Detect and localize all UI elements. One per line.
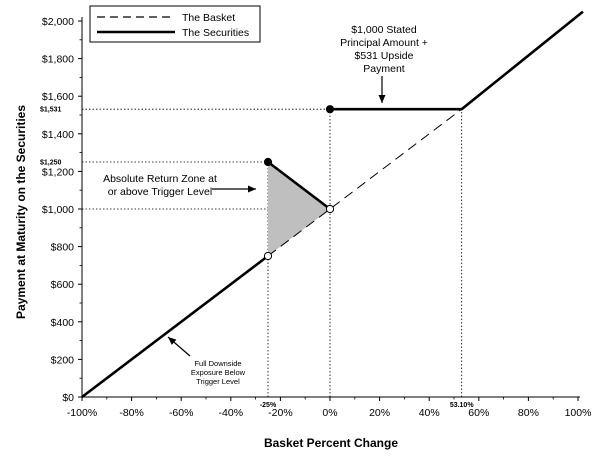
filled-marker [325,105,335,114]
special-x-label: 53.10% [450,402,475,409]
x-tick-label: -60% [169,407,194,419]
y-axis-title: Payment at Maturity on the Securities [14,105,28,319]
zone-arrow-head [248,185,256,193]
x-tick-label: 100% [565,407,592,419]
x-tick-label: -100% [67,407,97,419]
x-tick-label: -20% [268,407,293,419]
annotations: $1,000 Stated Principal Amount + $531 Upsi… [103,24,428,386]
open-marker [263,251,273,261]
downside-arrow-head [168,337,177,345]
y-tick-label: $400 [51,317,75,329]
special-x-label: -25% [260,402,277,409]
downside-annotation-line: Full Downside [194,359,241,368]
upside-annotation-line: Principal Amount + [340,37,428,49]
securities-line [330,10,584,111]
upside-annotation-line: $531 Upside [355,50,414,62]
zone-annotation-line: Absolute Return Zone at [103,173,217,185]
legend-box [89,5,261,43]
x-tick-label: 80% [518,407,539,419]
upside-annotation-line: $1,000 Stated [351,24,417,36]
x-tick-label: -80% [119,407,144,419]
zone-annotation-line: or above Trigger Level [108,186,212,198]
downside-annotation: Full Downside Exposure Below Trigger Level [191,359,246,386]
special-y-label: $1,531 [40,107,62,114]
securities-line [267,160,331,211]
filled-marker [263,157,273,167]
y-tick-label: $1,400 [42,129,74,141]
upside-annotation-line: Payment [363,63,405,75]
special-y-label: $1,250 [40,160,62,167]
x-tick-label: 0% [322,407,337,419]
upside-arrow-head [378,95,386,103]
downside-annotation-line: Exposure Below [191,368,246,377]
series [81,10,584,399]
upside-annotation: $1,000 Stated Principal Amount + $531 Upsi… [340,24,428,75]
y-tick-label: $0 [62,392,74,404]
x-axis-title: Basket Percent Change [264,436,398,450]
axes: -100% -80% -60% -40% -20% 0% 20% 40% 60% 80% 100% $… [40,16,591,419]
x-tick-label: -40% [219,407,244,419]
y-tick-label: $200 [51,354,75,366]
y-tick-label: $1,800 [42,54,74,66]
y-tick-label: $1,600 [42,91,74,103]
basket-line [267,108,462,257]
securities-line [81,254,269,399]
markers [263,105,335,261]
x-tick-label: 20% [369,407,390,419]
shaded-zone [268,162,330,256]
open-marker [325,204,335,214]
y-tick-label: $1,000 [42,204,74,216]
zone-annotation: Absolute Return Zone at or above Trigger … [103,173,217,198]
absolute-return-zone [268,162,330,256]
y-tick-label: $800 [51,242,75,254]
x-tick-label: 60% [468,407,489,419]
x-tick-label: 40% [419,407,440,419]
legend-basket-label: The Basket [182,12,235,24]
y-tick-label: $2,000 [42,16,74,28]
legend-securities-label: The Securities [182,27,249,39]
y-tick-label: $600 [51,279,75,291]
y-tick-label: $1,200 [42,166,74,178]
legend: The Basket The Securities [89,5,261,43]
downside-annotation-line: Trigger Level [196,377,240,386]
